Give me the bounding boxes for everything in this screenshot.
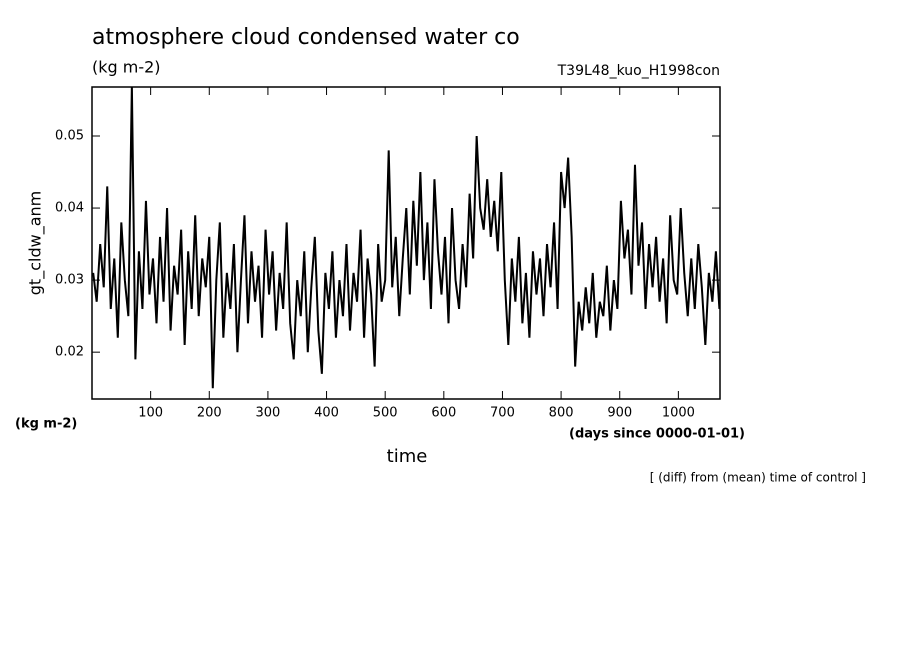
- data-line: [92, 87, 720, 389]
- y-tick-label: 0.03: [55, 273, 84, 288]
- x-tick-label: 700: [490, 406, 515, 421]
- y-axis-label: gt_cldw_anm: [26, 191, 46, 295]
- x-tick-label: 500: [373, 406, 398, 421]
- chart-title: atmosphere cloud condensed water co: [92, 25, 520, 50]
- x-tick-label: 900: [607, 406, 632, 421]
- plot-frame: [91, 86, 721, 400]
- x-tick-label: 200: [197, 406, 222, 421]
- annotation: T39L48_kuo_H1998con: [557, 63, 720, 79]
- x-tick-label: 400: [314, 406, 339, 421]
- x-tick-label: 600: [431, 406, 456, 421]
- x-tick-label: 100: [138, 406, 163, 421]
- x-tick-label: 300: [255, 406, 280, 421]
- x-axis-label: time: [387, 446, 428, 467]
- y-tick-label: 0.04: [55, 201, 84, 216]
- note: [ (diff) from (mean) time of control ]: [650, 471, 866, 485]
- x-tick-label: 800: [549, 406, 574, 421]
- y-tick-label: 0.02: [55, 345, 84, 360]
- x-unit: (days since 0000-01-01): [569, 427, 745, 442]
- chart-subtitle: (kg m-2): [92, 58, 161, 77]
- x-tick-label: 1000: [662, 406, 695, 421]
- y-tick-label: 0.05: [55, 128, 84, 143]
- y-unit: (kg m-2): [15, 417, 77, 432]
